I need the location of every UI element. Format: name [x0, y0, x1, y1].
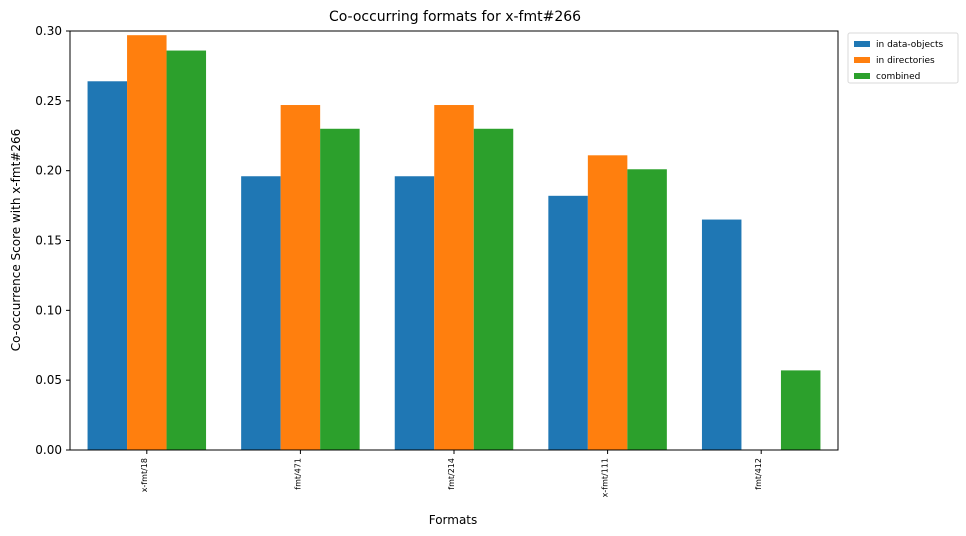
y-tick-label-4: 0.20 [35, 164, 62, 178]
y-tick-label-6: 0.30 [35, 24, 62, 38]
legend: in data-objects in directories combined [847, 32, 959, 84]
bar-0-1 [241, 176, 281, 450]
y-axis: 0.00 0.05 0.10 0.15 0.20 0.25 0.30 [35, 24, 70, 457]
legend-label-1: in directories [876, 56, 935, 66]
x-tick-label-4: fmt/412 [754, 458, 763, 490]
y-tick-label-3: 0.15 [35, 234, 62, 248]
bar-0-3 [548, 195, 588, 450]
bar-0-4 [701, 219, 742, 450]
x-tick-label-0: x-fmt/18 [140, 458, 149, 492]
bar-0-2 [394, 176, 435, 450]
legend-swatch-1 [854, 57, 870, 63]
legend-label-2: combined [876, 72, 920, 82]
y-tick-label-0: 0.00 [35, 443, 62, 457]
x-tick-label-2: fmt/214 [447, 458, 456, 490]
bar-2-4 [780, 370, 821, 450]
legend-label-0: in data-objects [876, 40, 943, 50]
y-axis-label: Co-occurrence Score with x-fmt#266 [9, 129, 23, 352]
bar-2-2 [473, 128, 514, 450]
chart-title: Co-occurring formats for x-fmt#266 [329, 9, 581, 25]
y-tick-label-5: 0.25 [35, 94, 62, 108]
bar-1-3 [587, 155, 628, 451]
bar-1-0 [127, 35, 167, 450]
bar-2-1 [320, 128, 360, 450]
bar-1-2 [434, 105, 474, 451]
bar-1-1 [280, 105, 321, 451]
y-tick-label-1: 0.05 [35, 373, 62, 387]
x-tick-label-1: fmt/471 [293, 458, 302, 490]
y-tick-label-2: 0.10 [35, 303, 62, 317]
x-axis: x-fmt/18 fmt/471 fmt/214 x-fmt/111 fmt/412 [140, 450, 763, 497]
legend-swatch-2 [854, 73, 870, 79]
legend-box [847, 32, 959, 84]
x-tick-label-3: x-fmt/111 [601, 458, 610, 497]
x-axis-label: Formats [429, 513, 478, 527]
bar-2-3 [627, 169, 667, 450]
legend-swatch-0 [854, 41, 870, 47]
bar-0-0 [87, 81, 128, 450]
bar-2-0 [166, 50, 207, 451]
plot-area [69, 30, 839, 451]
